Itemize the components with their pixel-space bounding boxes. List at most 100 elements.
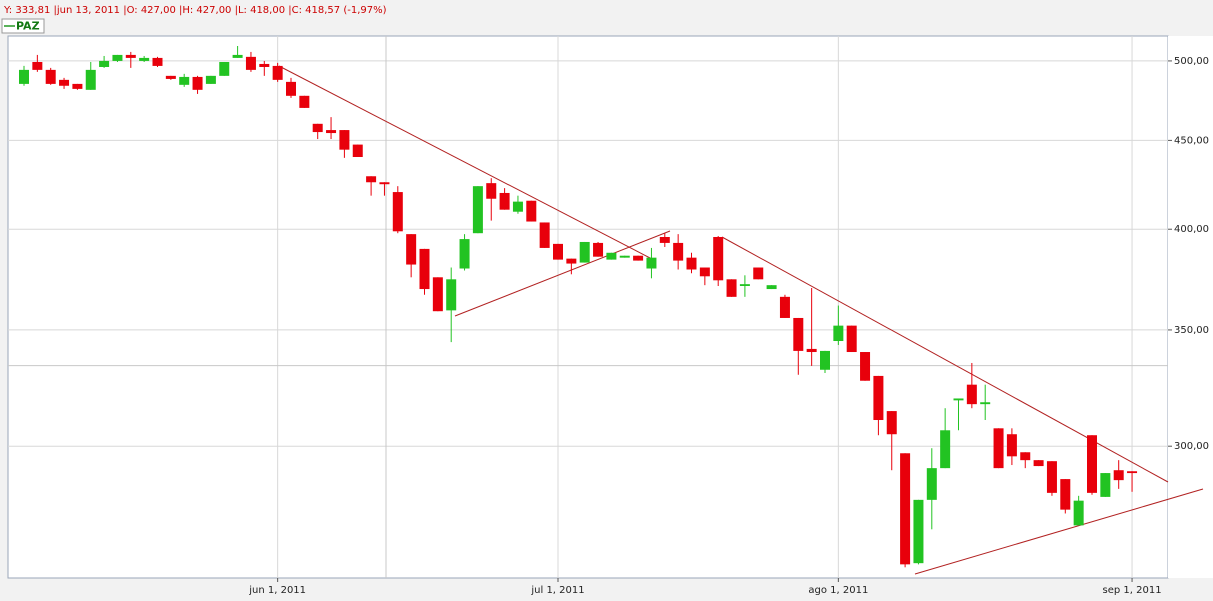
candle-body — [245, 56, 256, 70]
y-tick-label: 500,00 — [1174, 56, 1209, 67]
candle-body — [406, 234, 417, 265]
candle-body — [339, 130, 350, 150]
candle-body — [713, 236, 724, 281]
candle-body — [739, 284, 750, 286]
candle-body — [392, 192, 403, 232]
trend-line — [914, 488, 1204, 575]
candle-body — [299, 95, 310, 108]
candle-body — [846, 325, 857, 353]
candle-body — [45, 69, 56, 84]
candle-body — [259, 63, 270, 67]
x-tick-label: ago 1, 2011 — [808, 585, 868, 596]
candle-body — [1033, 460, 1044, 467]
candle-body — [926, 468, 937, 500]
candle-body — [205, 75, 216, 84]
candle-body — [1113, 470, 1124, 481]
y-tick-label: 350,00 — [1174, 325, 1209, 336]
header-info: Y: 333,81 |jun 13, 2011 |O: 427,00 |H: 4… — [3, 5, 387, 16]
y-tick-label: 400,00 — [1174, 224, 1209, 235]
x-tick-label: sep 1, 2011 — [1103, 585, 1162, 596]
candle-body — [1060, 479, 1071, 510]
candle-body — [1046, 461, 1057, 493]
y-tick-label: 450,00 — [1174, 135, 1209, 146]
candle-body — [139, 57, 150, 61]
candle-body — [1020, 452, 1031, 461]
candle-body — [419, 248, 430, 290]
candle-body — [1100, 473, 1111, 497]
candle-body — [873, 375, 884, 421]
candle-body — [85, 69, 96, 90]
candle-body — [1073, 500, 1084, 526]
axis-area — [1168, 36, 1213, 578]
candle-body — [486, 183, 497, 199]
candle-body — [633, 255, 644, 261]
candle-body — [699, 267, 710, 277]
candle-body — [779, 296, 790, 318]
candle-body — [553, 243, 563, 260]
candle-body — [806, 348, 817, 353]
candle-body — [606, 252, 617, 260]
x-tick-label: jun 1, 2011 — [248, 585, 306, 596]
legend-box — [1, 18, 45, 34]
candle-body — [953, 398, 964, 401]
legend: PAZ — [1, 18, 45, 34]
candle-body — [1087, 435, 1097, 493]
candle-body — [272, 65, 283, 80]
grid — [8, 36, 1168, 578]
x-tick-label: jul 1, 2011 — [530, 585, 584, 596]
candle-body — [125, 54, 136, 58]
candle-body — [673, 242, 684, 261]
candle-body — [165, 75, 176, 79]
candle-body — [19, 69, 29, 84]
candle-body — [72, 83, 83, 89]
candle-body — [326, 130, 337, 134]
candle-body — [913, 499, 924, 564]
candle-body — [459, 239, 470, 269]
candle-body — [619, 255, 630, 258]
candle-body — [312, 123, 323, 133]
candle-body — [980, 402, 991, 405]
candle-body — [219, 61, 230, 76]
candle-body — [1127, 471, 1138, 474]
candle-body — [192, 76, 203, 90]
candle-body — [179, 76, 190, 85]
candles — [19, 45, 1138, 568]
candle-body — [59, 79, 70, 86]
candle-body — [726, 279, 737, 297]
candle-body — [566, 258, 577, 264]
candle-body — [833, 325, 844, 342]
candle-body — [659, 236, 670, 243]
candle-body — [766, 285, 777, 290]
candle-body — [793, 317, 804, 351]
candle-body — [820, 350, 830, 370]
candle-body — [539, 222, 550, 248]
candle-body — [646, 257, 657, 269]
plot-area — [7, 35, 1169, 579]
candle-body — [860, 352, 871, 381]
y-tick-label: 300,00 — [1174, 441, 1209, 452]
candle-body — [499, 192, 510, 210]
candle-body — [472, 186, 483, 234]
candle-body — [940, 430, 951, 469]
candle-body — [966, 384, 977, 405]
candle-body — [526, 200, 537, 222]
candle-body — [993, 428, 1004, 469]
trend-line — [278, 65, 653, 260]
legend-label: PAZ — [16, 20, 40, 33]
candle-body — [286, 81, 296, 96]
candle-body — [686, 257, 697, 270]
candle-body — [886, 411, 897, 435]
candle-body — [753, 267, 764, 280]
candle-body — [112, 54, 123, 61]
candle-body — [32, 61, 43, 70]
candle-body — [232, 54, 243, 58]
candle-body — [512, 201, 523, 212]
candle-body — [152, 57, 163, 66]
candle-body — [379, 182, 390, 185]
trend-line — [454, 230, 671, 317]
candle-body — [1006, 434, 1017, 457]
axes: 300,00 350,00 400,00 450,00 500,00 jun 1, 201… — [248, 56, 1209, 596]
candle-body — [593, 242, 604, 257]
